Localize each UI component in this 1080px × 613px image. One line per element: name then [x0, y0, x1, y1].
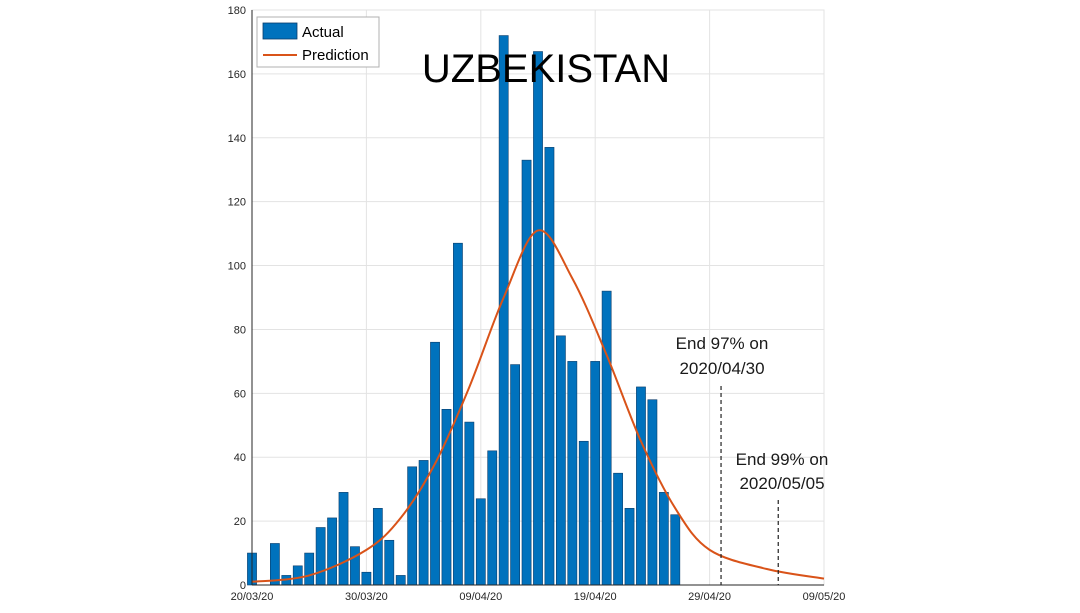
bar-actual [533, 51, 543, 586]
prediction-curve-layer [251, 229, 825, 583]
bar-actual [315, 527, 326, 586]
x-tick-label: 30/03/20 [345, 591, 388, 603]
bar-actual [521, 159, 532, 586]
y-tick-label: 160 [228, 69, 246, 81]
y-tick-label: 120 [228, 197, 246, 209]
y-tick-label: 100 [228, 261, 246, 273]
x-tick-label: 29/04/20 [688, 591, 731, 603]
bar-actual [350, 546, 360, 586]
bar-actual [338, 492, 349, 586]
bar-actual [327, 517, 337, 586]
y-tick-label: 40 [234, 452, 246, 464]
annotations: End 97% on 2020/04/30 End 99% on 2020/05/05 [676, 334, 829, 585]
bar-actual [658, 492, 669, 586]
bar-actual [395, 575, 406, 586]
y-tick-label: 60 [234, 388, 246, 400]
bar-actual [361, 571, 372, 586]
bar-actual [384, 539, 395, 586]
x-tick-label: 09/04/20 [459, 591, 502, 603]
bar-actual [498, 35, 509, 586]
bars-actual [247, 35, 681, 586]
x-tick-label: 20/03/20 [231, 591, 274, 603]
bar-actual [464, 421, 475, 586]
x-tick-label: 09/05/20 [803, 591, 846, 603]
bar-actual [292, 565, 303, 586]
bar-actual [270, 543, 280, 586]
y-tick-label: 80 [234, 324, 246, 336]
legend-label-actual: Actual [302, 24, 344, 41]
bar-actual [556, 335, 566, 586]
bar-actual [636, 386, 646, 586]
bar-actual [670, 514, 681, 586]
legend: Actual Prediction [256, 16, 380, 68]
annotation-line1: End 99% on [736, 450, 829, 469]
bar-actual [372, 508, 383, 586]
bar-actual [407, 466, 418, 586]
bar-actual [647, 399, 658, 586]
bar-actual [613, 472, 623, 586]
y-tick-label: 0 [240, 580, 246, 592]
y-tick-label: 20 [234, 516, 246, 528]
bar-actual [567, 361, 578, 586]
x-tick-label: 19/04/20 [574, 591, 617, 603]
axes: 0 20 40 60 80 100 120 140 160 180 20/03/20 30/03/20… [228, 5, 846, 603]
chart-title: UZBEKISTAN [422, 47, 670, 91]
bar-actual [590, 361, 601, 586]
bar-actual [441, 409, 452, 586]
y-tick-label: 180 [228, 5, 246, 17]
annotation-line2: 2020/05/05 [739, 474, 824, 493]
legend-swatch-actual [262, 22, 298, 40]
bar-actual [578, 440, 589, 586]
grid-lines [251, 9, 825, 586]
annotation-line1: End 97% on [676, 334, 769, 353]
bar-actual [487, 450, 498, 586]
legend-label-prediction: Prediction [302, 47, 369, 64]
bar-actual [510, 364, 520, 586]
bar-actual [624, 508, 635, 586]
annotation-line2: 2020/04/30 [679, 359, 764, 378]
bar-actual [601, 290, 612, 586]
bar-actual [544, 147, 555, 586]
y-tick-label: 140 [228, 133, 246, 145]
bar-actual [304, 552, 315, 586]
prediction-curve [251, 229, 825, 583]
bar-actual [475, 498, 486, 586]
